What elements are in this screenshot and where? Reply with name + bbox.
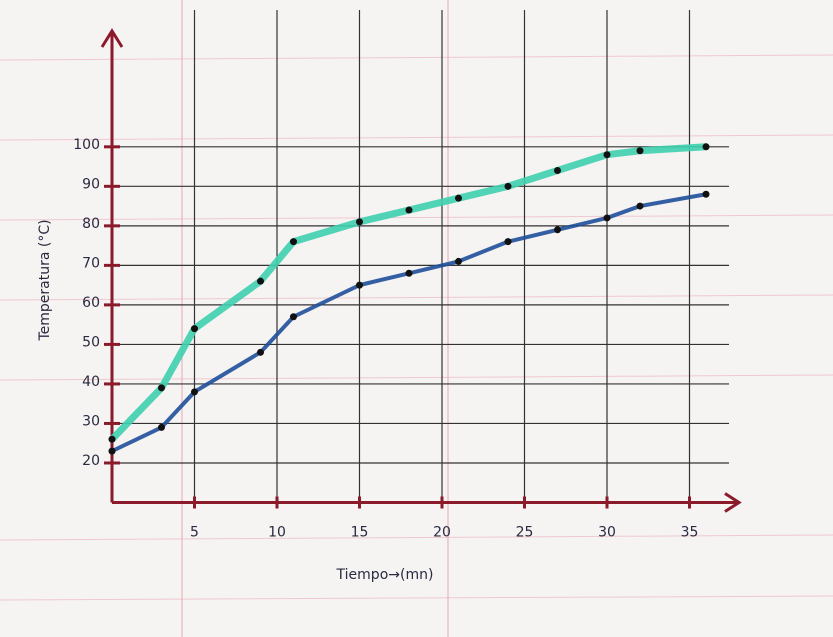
data-point: [356, 218, 363, 226]
x-axis-arrow: [724, 492, 742, 513]
data-point: [636, 147, 644, 155]
data-point: [108, 435, 116, 443]
y-tick-label: 30: [82, 413, 100, 429]
data-point: [702, 143, 710, 151]
y-tick-label: 70: [82, 255, 100, 271]
data-point: [455, 257, 462, 265]
data-point: [405, 206, 413, 214]
data-point: [504, 182, 512, 190]
data-point: [257, 277, 264, 285]
x-tick-label: 20: [433, 525, 451, 541]
data-point: [290, 238, 297, 246]
data-point: [636, 202, 644, 210]
y-tick-label: 90: [82, 176, 100, 192]
data-point: [554, 226, 561, 234]
data-point: [554, 167, 561, 175]
y-tick-label: 80: [82, 216, 100, 232]
x-tick-label: 25: [516, 525, 534, 541]
y-axis-title: Temperatura (°C): [37, 219, 53, 341]
data-point: [191, 388, 198, 396]
data-point: [603, 151, 611, 159]
data-point: [405, 269, 413, 277]
data-point: [257, 348, 264, 356]
x-axis-title: Tiempo→(mn): [336, 567, 434, 583]
x-tick-label: 5: [190, 525, 199, 541]
data-point: [290, 313, 297, 321]
data-point: [455, 194, 462, 202]
x-tick-label: 30: [598, 525, 616, 541]
x-tick-label: 15: [351, 525, 369, 541]
y-tick-label: 20: [82, 453, 100, 469]
data-point: [504, 238, 512, 246]
data-point: [702, 190, 710, 198]
data-point: [158, 423, 165, 431]
x-tick-label: 10: [268, 525, 286, 541]
y-tick-label: 100: [73, 137, 100, 153]
x-tick-label: 35: [681, 525, 699, 541]
data-point: [191, 325, 198, 333]
y-axis-arrow: [100, 28, 124, 48]
series-line: [108, 143, 710, 443]
data-point: [603, 214, 611, 222]
data-point: [356, 281, 363, 289]
data-point: [158, 384, 165, 392]
y-tick-label: 40: [82, 374, 100, 390]
y-tick-label: 60: [82, 295, 100, 311]
y-tick-label: 50: [82, 334, 100, 350]
data-point: [108, 447, 116, 455]
